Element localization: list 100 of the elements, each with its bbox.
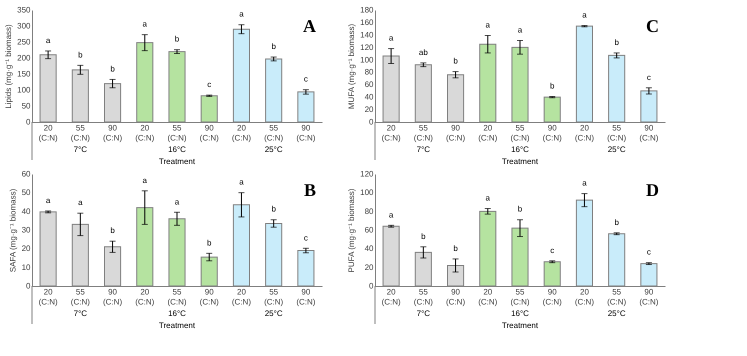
x-tick-label: 55 (C:N): [414, 124, 434, 142]
data-label: b: [453, 56, 458, 66]
data-label: b: [271, 42, 276, 52]
data-label: c: [646, 72, 651, 82]
data-label: c: [550, 246, 554, 255]
x-tick-label: 90 (C:N): [296, 124, 316, 142]
x-tick-label: 55 (C:N): [167, 124, 187, 142]
y-tick-label: 200: [17, 54, 32, 62]
y-tick-label: 100: [360, 55, 374, 64]
y-axis-title: Lipids (mg·g⁻¹ biomass): [4, 24, 14, 109]
data-label: a: [518, 25, 523, 34]
chart-title: D: [646, 180, 659, 200]
y-axis-title: MUFA (mg·g⁻¹ biomass): [347, 24, 356, 110]
text: 7°C: [74, 145, 88, 154]
chart-title: C: [646, 16, 659, 36]
x-axis-title: Treatment: [502, 157, 539, 166]
chart-title: A: [303, 16, 316, 36]
x-tick-label: 20 (C:N): [38, 288, 58, 306]
text: 16°C: [511, 145, 530, 154]
x-tick-label: 20 (C:N): [135, 288, 155, 306]
data-label: c: [646, 248, 651, 257]
y-tick-label: 60: [364, 80, 374, 90]
y-tick-label: 100: [17, 86, 32, 94]
y-tick-label: 100: [360, 188, 374, 198]
y-tick-label: 120: [360, 170, 374, 178]
x-tick-label: 55 (C:N): [510, 124, 530, 142]
y-tick-label: 180: [360, 6, 374, 14]
y-tick-label: 30: [22, 226, 32, 234]
data-label: a: [46, 196, 51, 205]
y-tick-label: 50: [22, 102, 32, 110]
x-tick-label: 90 (C:N): [200, 124, 220, 142]
y-tick-label: 20: [364, 262, 374, 272]
y-tick-label: 10: [22, 262, 32, 272]
y-tick-label: 120: [360, 42, 374, 52]
text: 25°C: [264, 145, 283, 154]
x-tick-label: 90 (C:N): [446, 124, 466, 142]
x-tick-label: 90 (C:N): [639, 288, 659, 306]
chart-title: B: [304, 180, 316, 200]
y-tick-label: 350: [17, 6, 32, 14]
x-tick-label: 55 (C:N): [264, 124, 284, 142]
x-tick-label: 20 (C:N): [135, 124, 155, 142]
x-tick-label: 55 (C:N): [70, 124, 90, 142]
x-tick-label: 90 (C:N): [446, 288, 466, 306]
y-tick-label: 80: [364, 206, 374, 216]
data-label: a: [142, 20, 148, 29]
data-label: a: [388, 34, 394, 43]
data-label: b: [453, 244, 458, 253]
y-tick-label: 40: [22, 206, 32, 216]
data-label: c: [304, 233, 308, 242]
y-tick-label: 50: [22, 188, 32, 198]
x-tick-label: 20 (C:N): [232, 124, 252, 142]
x-tick-label: 20 (C:N): [382, 124, 401, 142]
data-label: a: [486, 20, 491, 30]
data-label: b: [78, 50, 84, 60]
y-tick-label: 300: [17, 22, 32, 30]
text: 25°C: [608, 309, 626, 318]
x-tick-label: 55 (C:N): [264, 288, 284, 306]
y-tick-label: 150: [17, 70, 32, 78]
y-tick-label: 250: [17, 38, 32, 46]
data-label: a: [582, 10, 588, 20]
x-tick-label: 20 (C:N): [478, 288, 498, 306]
y-axis-title: PUFA (mg·g⁻¹ biomass): [347, 188, 356, 272]
y-tick-label: 40: [364, 92, 374, 102]
x-tick-label: 20 (C:N): [38, 124, 58, 142]
x-tick-label: 55 (C:N): [70, 288, 90, 306]
text: 25°C: [264, 309, 283, 318]
data-label: a: [174, 197, 180, 206]
x-tick-label: 90 (C:N): [542, 288, 562, 306]
text: 16°C: [511, 309, 530, 318]
x-tick-label: 90 (C:N): [103, 288, 122, 306]
y-tick-label: 0: [26, 118, 32, 126]
data-label: b: [174, 34, 180, 44]
y-tick-label: 20: [364, 105, 374, 114]
data-label: b: [421, 232, 426, 241]
data-label: b: [550, 81, 555, 90]
x-tick-label: 20 (C:N): [382, 288, 401, 306]
x-tick-label: 90 (C:N): [542, 124, 562, 142]
data-label: b: [206, 238, 212, 248]
text: 7°C: [416, 145, 430, 154]
data-label: a: [239, 10, 244, 19]
y-axis-title: SAFA (mg·g⁻¹ biomass): [8, 188, 18, 272]
x-axis-title: Treatment: [158, 157, 196, 166]
x-axis-title: Treatment: [158, 321, 196, 330]
data-label: b: [614, 38, 620, 47]
data-label: c: [304, 74, 308, 84]
y-tick-label: 0: [26, 282, 32, 290]
data-label: a: [486, 194, 491, 203]
data-label: b: [518, 204, 523, 214]
x-tick-label: 55 (C:N): [607, 124, 627, 142]
x-axis-title: Treatment: [502, 321, 539, 330]
y-tick-label: 40: [364, 244, 374, 254]
data-label: b: [110, 64, 116, 74]
text: 25°C: [608, 145, 626, 154]
x-tick-label: 90 (C:N): [200, 288, 220, 306]
data-label: b: [271, 204, 276, 214]
x-tick-label: 90 (C:N): [296, 288, 316, 306]
x-tick-label: 55 (C:N): [607, 288, 627, 306]
data-label: a: [388, 210, 394, 220]
data-label: b: [110, 226, 116, 236]
y-tick-label: 60: [22, 170, 32, 178]
